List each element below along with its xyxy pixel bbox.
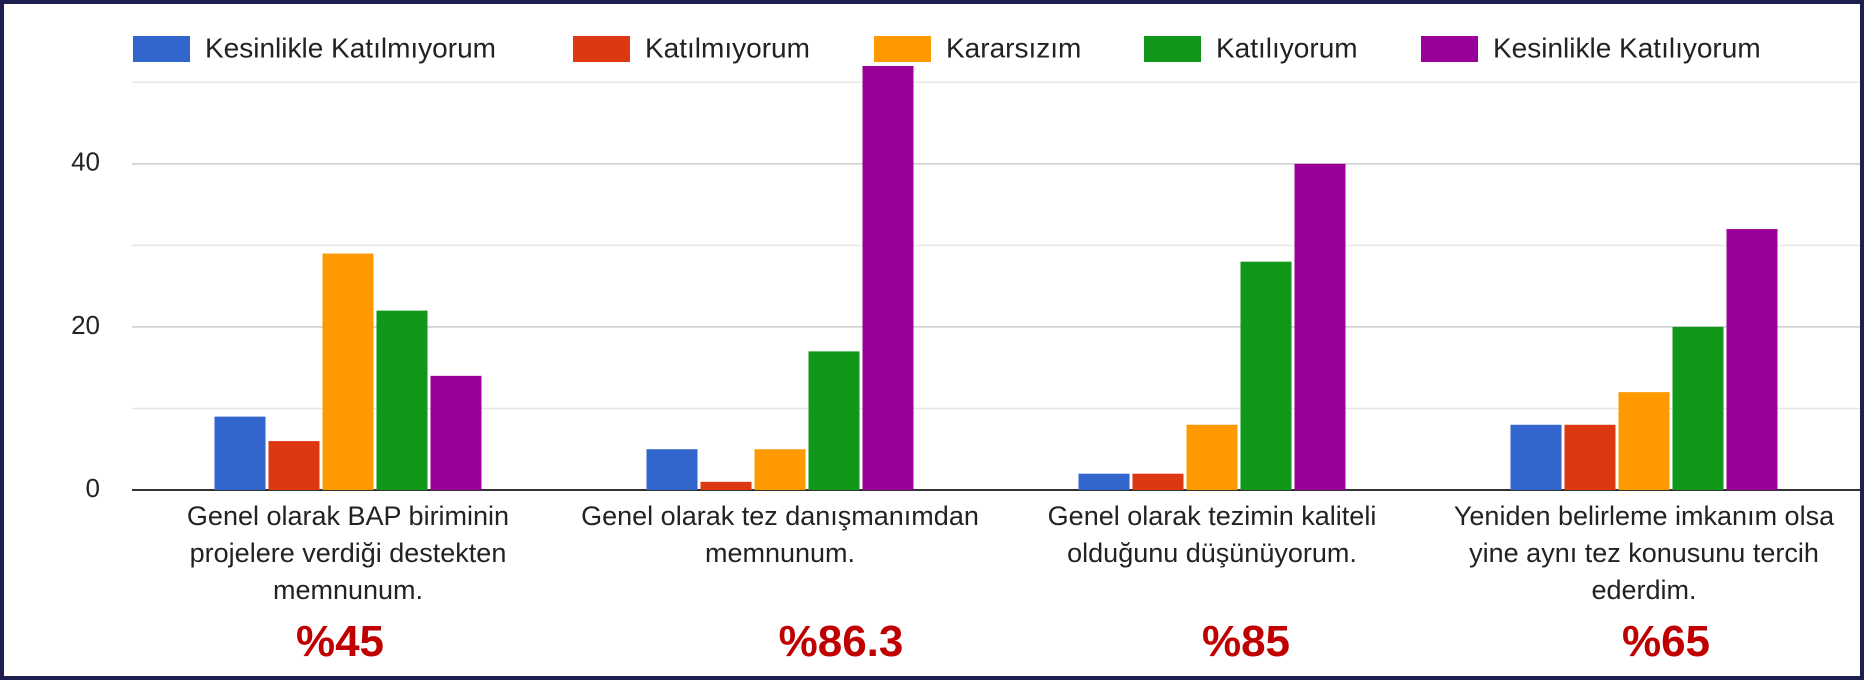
bar	[808, 351, 860, 490]
annotation: %86.3	[778, 617, 904, 666]
y-tick-label: 40	[71, 147, 100, 177]
legend-swatch	[1421, 36, 1478, 62]
legend-label: Katılmıyorum	[645, 32, 810, 63]
bar	[700, 481, 752, 490]
legend-label: Kesinlikle Katılmıyorum	[205, 32, 496, 63]
bar	[1672, 326, 1724, 490]
legend-label: Kararsızım	[946, 32, 1081, 63]
bar	[268, 441, 320, 490]
y-tick-label: 20	[71, 310, 100, 340]
bar	[214, 416, 266, 490]
x-tick-label: Yeniden belirleme imkanım olsa yine aynı…	[1453, 501, 1835, 605]
bar	[862, 66, 914, 490]
bar	[646, 449, 698, 490]
x-tick-label: Genel olarak tez danışmanımdan memnunum.	[581, 501, 979, 568]
y-tick-label: 0	[86, 473, 100, 503]
x-tick-label: Genel olarak BAP biriminin projelere ver…	[186, 501, 510, 605]
bar	[1294, 163, 1346, 490]
bar	[322, 253, 374, 490]
bar	[1078, 473, 1130, 490]
annotation: %45	[295, 617, 385, 666]
bar	[1726, 229, 1778, 491]
bar	[376, 310, 428, 490]
bar	[1564, 424, 1616, 490]
bar	[430, 375, 482, 490]
legend-swatch	[133, 36, 190, 62]
x-tick-label: Genel olarak tezimin kaliteli olduğunu d…	[1047, 501, 1377, 568]
legend-label: Katılıyorum	[1216, 32, 1358, 63]
legend-swatch	[573, 36, 630, 62]
legend-label: Kesinlikle Katılıyorum	[1493, 32, 1761, 63]
legend-swatch	[874, 36, 931, 62]
bar	[1132, 473, 1184, 490]
bar	[754, 449, 806, 490]
bar	[1510, 424, 1562, 490]
legend-swatch	[1144, 36, 1201, 62]
bar	[1240, 261, 1292, 490]
bar	[1186, 424, 1238, 490]
annotation: %65	[1621, 617, 1711, 666]
bar	[1618, 392, 1670, 490]
annotation: %85	[1201, 617, 1291, 666]
